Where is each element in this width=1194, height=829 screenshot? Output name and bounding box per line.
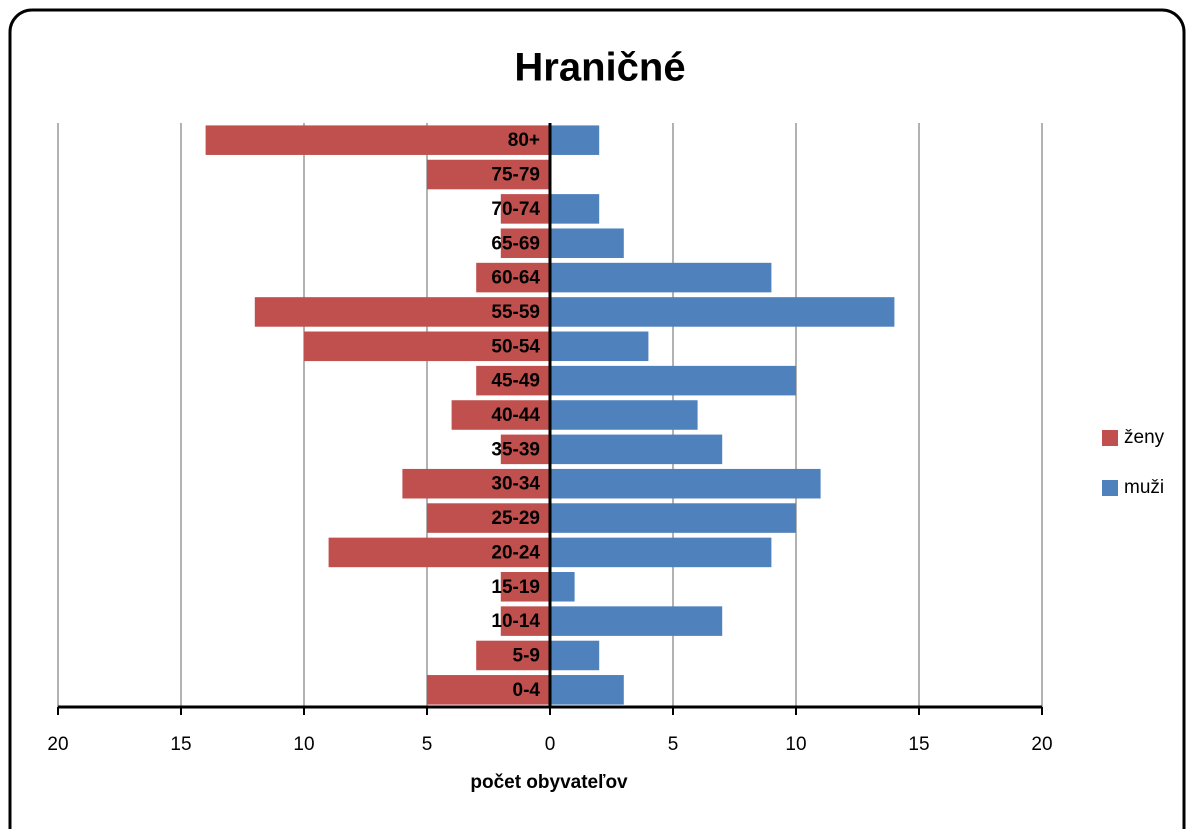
y-tick-label: 10-14 bbox=[491, 611, 540, 632]
y-tick-label: 20-24 bbox=[491, 542, 540, 563]
x-tick-label: 5 bbox=[668, 734, 679, 755]
bar bbox=[550, 675, 624, 705]
bar bbox=[476, 365, 550, 396]
bar bbox=[328, 537, 550, 568]
bar bbox=[451, 400, 550, 430]
bar bbox=[550, 125, 600, 155]
y-tick-label: 55-59 bbox=[491, 302, 540, 323]
bar bbox=[550, 194, 600, 224]
legend-swatch bbox=[1102, 480, 1118, 496]
bar bbox=[550, 434, 723, 465]
bar bbox=[427, 675, 550, 705]
y-tick-label: 70-74 bbox=[491, 199, 540, 220]
bar bbox=[550, 640, 600, 671]
legend-label: ženy bbox=[1124, 427, 1165, 448]
y-tick-label: 0-4 bbox=[513, 680, 541, 701]
y-tick-label: 25-29 bbox=[491, 508, 540, 529]
y-tick-label: 15-19 bbox=[491, 577, 540, 598]
bar bbox=[476, 640, 550, 671]
y-tick-label: 75-79 bbox=[491, 165, 540, 186]
x-tick-label: 10 bbox=[293, 734, 314, 755]
x-axis-label: počet obyvateľov bbox=[470, 772, 628, 793]
y-tick-label: 30-34 bbox=[491, 474, 540, 495]
y-tick-label: 65-69 bbox=[491, 233, 540, 254]
bar bbox=[205, 125, 550, 155]
y-tick-label: 40-44 bbox=[491, 405, 540, 426]
bar bbox=[500, 434, 550, 465]
bar bbox=[550, 606, 723, 636]
x-tick-label: 15 bbox=[170, 734, 191, 755]
bar bbox=[500, 228, 550, 259]
bar bbox=[427, 503, 550, 533]
y-tick-label: 50-54 bbox=[491, 336, 540, 357]
x-tick-label: 10 bbox=[785, 734, 806, 755]
bar bbox=[550, 400, 698, 430]
bar bbox=[550, 503, 796, 533]
bar bbox=[550, 468, 821, 499]
legend-label: muži bbox=[1124, 477, 1164, 498]
bar bbox=[550, 262, 772, 293]
bar bbox=[550, 571, 575, 602]
x-tick-label: 20 bbox=[47, 734, 68, 755]
bar bbox=[550, 331, 649, 362]
y-tick-label: 60-64 bbox=[491, 268, 540, 289]
legend-swatch bbox=[1102, 430, 1118, 446]
bar bbox=[427, 159, 550, 190]
y-tick-label: 35-39 bbox=[491, 439, 540, 460]
bar bbox=[254, 297, 551, 327]
bar bbox=[550, 297, 895, 327]
x-tick-label: 0 bbox=[545, 734, 556, 755]
bar bbox=[402, 468, 550, 499]
chart-title: Hraničné bbox=[514, 46, 685, 90]
bar bbox=[304, 331, 550, 362]
bar bbox=[550, 537, 772, 568]
bar bbox=[550, 365, 796, 396]
bar bbox=[500, 571, 550, 602]
y-tick-label: 5-9 bbox=[513, 645, 540, 666]
y-tick-label: 45-49 bbox=[491, 371, 540, 392]
x-tick-label: 20 bbox=[1031, 734, 1052, 755]
bar bbox=[500, 194, 550, 224]
x-tick-label: 15 bbox=[908, 734, 929, 755]
bar bbox=[550, 228, 624, 259]
bar bbox=[476, 262, 550, 293]
bar bbox=[500, 606, 550, 636]
y-tick-label: 80+ bbox=[508, 130, 540, 151]
x-tick-label: 5 bbox=[422, 734, 433, 755]
